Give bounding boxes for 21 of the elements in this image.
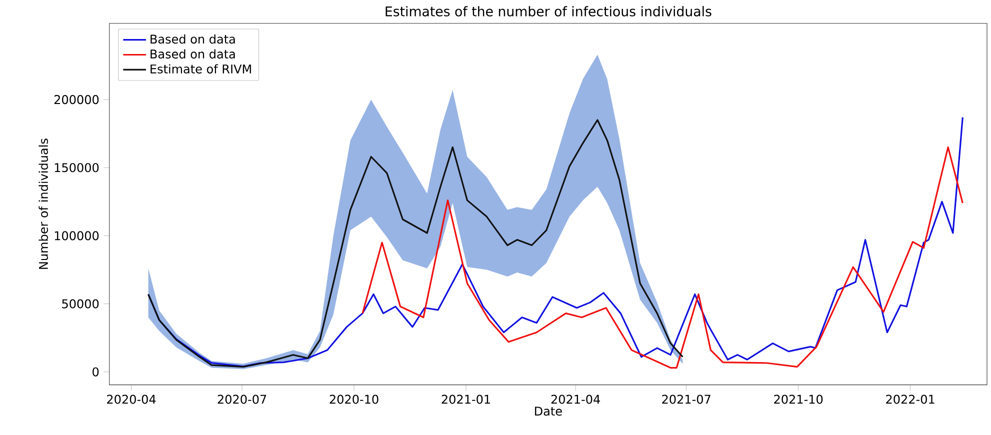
x-axis-title: Date: [535, 406, 562, 416]
x-tick-label: 2022-01: [886, 394, 934, 404]
x-tick-label: 2021-07: [662, 394, 710, 404]
legend-label: Based on data: [150, 49, 235, 59]
line-series: [362, 146, 964, 369]
chart-title: Estimates of the number of infectious individuals: [386, 6, 712, 16]
y-tick-label: 100000: [54, 231, 99, 240]
x-tick-label: 2020-04: [107, 394, 156, 404]
y-tick-label: 50000: [62, 299, 99, 308]
x-tick-label: 2020-10: [330, 394, 378, 404]
x-tick-label: 2020-07: [218, 394, 266, 404]
y-tick-label: 0: [92, 367, 99, 376]
legend-label: Estimate of RIVM: [150, 64, 251, 74]
y-tick-label: 150000: [54, 163, 99, 172]
legend-label: Based on data: [150, 34, 235, 44]
y-tick-label: 200000: [54, 95, 99, 104]
line-series: [148, 119, 684, 368]
x-tick-label: 2021-10: [774, 394, 823, 404]
x-tick-label: 2021-01: [442, 394, 490, 404]
x-tick-label: 2021-04: [551, 394, 600, 404]
y-axis-title: Number of individuals: [38, 138, 48, 269]
